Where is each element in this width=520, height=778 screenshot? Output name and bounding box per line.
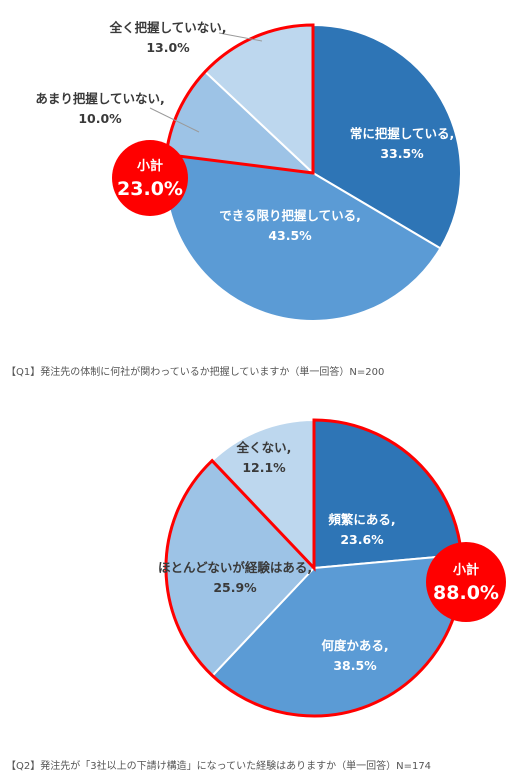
slice-value-1-3: 10.0% [78, 111, 122, 126]
slice-label-2-2: 何度かある, [321, 638, 388, 653]
slice-label-2-1: 頻繁にある, [328, 512, 395, 527]
slice-value-2-1: 23.6% [340, 532, 384, 547]
slice-label-1-3: あまり把握していない, [35, 91, 164, 106]
slice-2-1 [313, 418, 463, 570]
slice-value-1-4: 13.0% [146, 40, 190, 55]
slice-label-2-4: 全くない, [236, 440, 292, 455]
subtotal-badge-1 [112, 140, 188, 216]
leader-line-1-3 [149, 107, 200, 133]
subtotal-outline-2 [164, 418, 464, 718]
slice-label-1-1: 常に把握している, [350, 126, 454, 141]
pie-chart-q2: 頻繁にある, 23.6% 何度かある, 38.5% ほとんどないが経験はある, 25.9%… [158, 418, 506, 718]
slice-2-4 [210, 418, 315, 571]
slice-label-2-3: ほとんどないが経験はある, [158, 560, 312, 575]
slice-1-1 [312, 23, 462, 250]
slice-value-2-2: 38.5% [333, 658, 377, 673]
leader-line-1-4 [218, 32, 263, 42]
subtotal-value-2: 88.0% [433, 582, 499, 604]
caption-q1: 【Q1】発注先の体制に何社が関わっているか把握していますか（単一回答）N=200 [6, 367, 385, 378]
subtotal-outline-1 [164, 23, 315, 175]
slice-value-1-1: 33.5% [380, 146, 424, 161]
caption-q2: 【Q2】発注先が「3社以上の下請け構造」になっていた経験はありますか（単一回答）… [6, 761, 432, 772]
subtotal-label-2: 小計 [453, 562, 479, 578]
slice-label-1-2: できる限り把握している, [219, 208, 361, 223]
subtotal-value-1: 23.0% [117, 178, 183, 200]
slice-value-1-2: 43.5% [268, 228, 312, 243]
subtotal-label-1: 小計 [137, 158, 163, 174]
subtotal-badge-2 [426, 542, 506, 622]
slice-value-2-3: 25.9% [213, 580, 257, 595]
pie-chart-q1: 常に把握している, 33.5% できる限り把握している, 43.5% あまり把握していな… [35, 20, 462, 322]
slice-label-1-4: 全く把握していない, [109, 20, 227, 35]
slice-value-2-4: 12.1% [242, 460, 286, 475]
